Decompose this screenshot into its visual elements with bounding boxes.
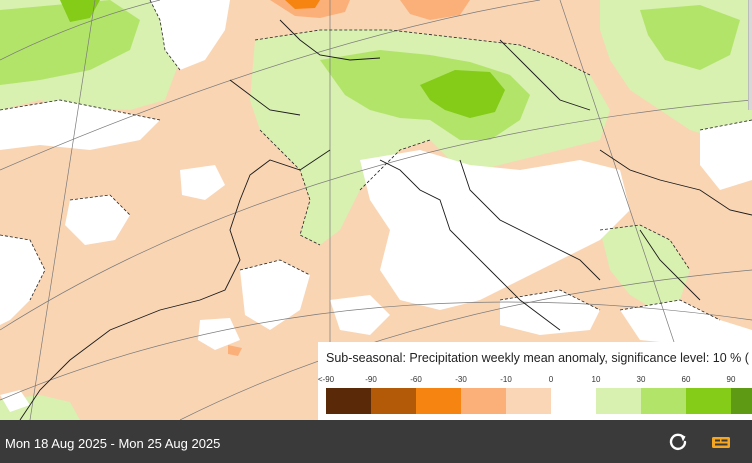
refresh-button[interactable] (666, 430, 690, 454)
coastlines (19, 19, 752, 420)
legend-tick: -10 (500, 375, 512, 384)
legend-tick: 10 (591, 375, 601, 384)
legend-swatch (371, 388, 416, 414)
legend-tick: -60 (410, 375, 422, 384)
dry-region-spain (228, 345, 242, 356)
legend-tick: 0 (548, 375, 554, 384)
layers-icon (712, 437, 730, 448)
legend-tick: -90 (365, 375, 377, 384)
wet-region-southeast (600, 225, 690, 310)
legend-swatch (686, 388, 731, 414)
no-signal-areas (0, 0, 752, 412)
legend-title: Sub-seasonal: Precipitation weekly mean … (326, 351, 749, 365)
legend-swatch (416, 388, 461, 414)
legend-tick: 60 (681, 375, 691, 384)
refresh-icon (669, 433, 687, 451)
legend-swatch (461, 388, 506, 414)
date-range: Mon 18 Aug 2025 - Mon 25 Aug 2025 (5, 436, 221, 451)
graticule (0, 0, 752, 420)
legend-swatch (506, 388, 551, 414)
legend-swatch (596, 388, 641, 414)
wet-region-east-mid (640, 5, 740, 70)
anomaly-map (0, 0, 752, 420)
layers-button[interactable] (708, 430, 734, 454)
dry-region-northeast (400, 0, 470, 20)
legend-tick: 90 (726, 375, 736, 384)
legend-tick: 30 (636, 375, 646, 384)
dry-region-north-strong (285, 0, 320, 9)
wet-region-northwest-strong (60, 0, 100, 22)
wet-region-northwest-core (0, 0, 140, 85)
legend-tick: <-90 (317, 375, 335, 384)
legend-panel: Sub-seasonal: Precipitation weekly mean … (318, 342, 752, 420)
scrollbar[interactable] (748, 0, 752, 110)
legend-swatch (731, 388, 752, 414)
legend-tick: -30 (455, 375, 467, 384)
legend-swatch (551, 388, 596, 414)
time-bar: Mon 18 Aug 2025 - Mon 25 Aug 2025 (0, 420, 752, 463)
map-viewport[interactable]: Sub-seasonal: Precipitation weekly mean … (0, 0, 752, 420)
significance-contours (0, 0, 752, 321)
legend-swatch (641, 388, 686, 414)
legend-swatch (326, 388, 371, 414)
wet-region-alps-strong (420, 70, 505, 118)
